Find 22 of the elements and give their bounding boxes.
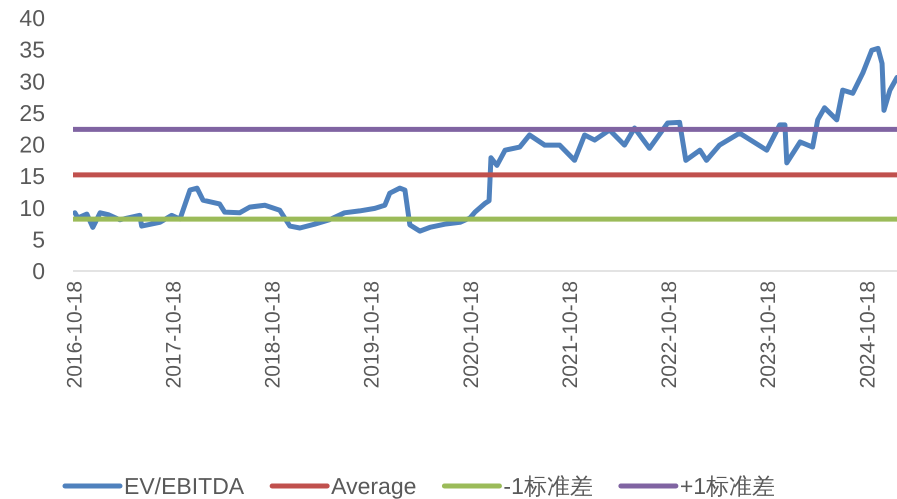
y-tick-label: 35	[19, 36, 45, 63]
y-tick-label: 10	[19, 194, 45, 221]
legend-label: Average	[331, 473, 416, 499]
y-tick-label: 15	[19, 163, 45, 190]
x-tick-label: 2016-10-18	[63, 281, 86, 388]
legend-label: +1标准差	[680, 473, 776, 499]
y-tick-label: 40	[19, 5, 45, 31]
x-tick-label: 2020-10-18	[460, 281, 483, 388]
legend-label: EV/EBITDA	[124, 473, 245, 499]
y-tick-label: 0	[32, 258, 45, 284]
x-tick-label: 2023-10-18	[757, 281, 780, 388]
legend-label: -1标准差	[503, 473, 593, 499]
x-tick-label: 2024-10-18	[856, 281, 880, 388]
x-tick-label: 2018-10-18	[262, 281, 285, 388]
y-tick-label: 30	[19, 68, 45, 94]
x-tick-label: 2021-10-18	[558, 281, 582, 388]
y-tick-label: 20	[19, 132, 45, 158]
x-tick-label: 2019-10-18	[360, 281, 384, 388]
y-tick-label: 5	[32, 226, 45, 252]
x-tick-label: 2017-10-18	[162, 281, 186, 388]
y-tick-label: 25	[19, 100, 45, 126]
x-tick-label: 2022-10-18	[658, 281, 682, 388]
